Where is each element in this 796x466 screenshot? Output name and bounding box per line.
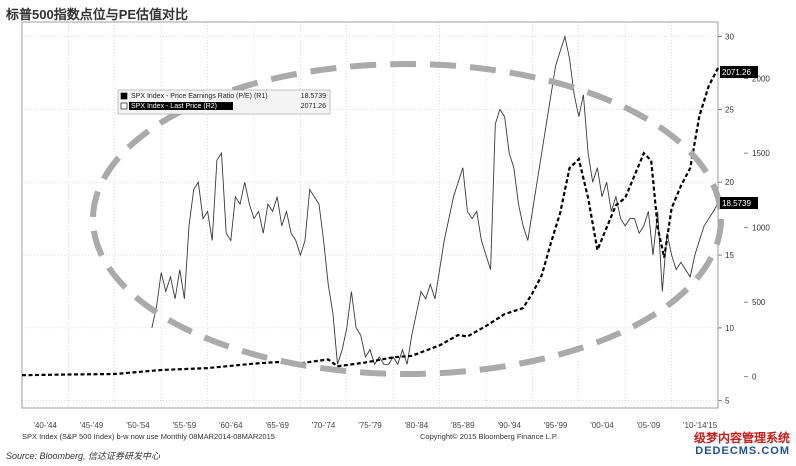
r1-tick-label: 5 (725, 397, 730, 406)
right-axis-r1: 5 10 15 20 25 30 (718, 33, 734, 406)
r1-tick-label: 25 (725, 105, 734, 114)
r2-tick-label: 500 (752, 298, 766, 307)
chart-title: 标普500指数点位与PE估值对比 (6, 7, 189, 22)
x-tick-label: '60-'64 (219, 421, 243, 430)
r1-tick-label: 15 (725, 251, 734, 260)
pe-end-label: 18.5739 (720, 196, 758, 209)
end-labels: 2071.26 18.5739 (720, 66, 758, 209)
price-end-label: 2071.26 (720, 66, 758, 79)
x-tick-label: '45-'49 (80, 421, 104, 430)
chart-canvas: '40-'44 '45-'49 '50-'54 '55-'59 '60-'64 '65-'… (21, 21, 770, 430)
price-end-label-bg (720, 66, 758, 79)
x-tick-label: '10-'14 (683, 421, 707, 430)
chart-legend: SPX Index - Price Earnings Ratio (P/E) (… (117, 89, 331, 115)
r2-tick-label: 1500 (752, 149, 770, 158)
x-tick-label: '70-'74 (312, 421, 336, 430)
x-tick-label: '90-'94 (497, 421, 521, 430)
r1-tick-label: 10 (725, 324, 734, 333)
price-series-line (21, 67, 719, 377)
legend-value: 2071.26 (301, 103, 326, 110)
footer-copyright: Copyright© 2015 Bloomberg Finance L.P. (420, 432, 558, 441)
legend-label: SPX Index - Last Price (R2) (131, 103, 217, 110)
legend-value: 18.5739 (301, 93, 326, 100)
r2-tick-label: 1000 (752, 224, 770, 233)
r1-tick-label: 20 (725, 178, 734, 187)
x-tick-label: '05-'09 (637, 421, 661, 430)
price-end-label-text: 2071.26 (722, 68, 751, 77)
pe-end-label-text: 18.5739 (722, 199, 751, 208)
legend-swatch (120, 102, 128, 110)
x-tick-label: '80-'84 (405, 421, 429, 430)
r1-tick-label: 30 (725, 33, 734, 42)
watermark-line2: DEDECMS.COM (695, 445, 790, 457)
x-tick-label: '50-'54 (126, 421, 150, 430)
x-tick-label: '75-'79 (358, 421, 382, 430)
legend-swatch (120, 92, 128, 100)
pe-series-line (151, 34, 719, 366)
x-tick-label: '15 (707, 421, 718, 430)
watermark: 级梦内容管理系统 DEDECMS.COM (694, 432, 790, 458)
r2-tick-label: 0 (752, 373, 757, 382)
legend-highlight (129, 102, 233, 110)
x-tick-label: '85-'89 (451, 421, 475, 430)
pe-end-label-bg (720, 196, 758, 209)
right-axis-r2: 0 500 1000 1500 2000 (744, 75, 770, 382)
x-tick-label: '00-'04 (590, 421, 614, 430)
r2-tick-label: 2000 (752, 75, 770, 84)
footer-left: SPX Index (S&P 500 Index) b-w now use Mo… (22, 432, 275, 441)
x-tick-label: '55-'59 (173, 421, 197, 430)
x-tick-label: '65-'69 (265, 421, 289, 430)
series-layer (21, 34, 719, 377)
source-note: Source: Bloomberg, 信达证券研发中心 (6, 451, 161, 461)
watermark-line1: 级梦内容管理系统 (693, 431, 790, 445)
x-axis-ticks: '40-'44 '45-'49 '50-'54 '55-'59 '60-'64 '65-'… (33, 421, 717, 430)
x-tick-label: '40-'44 (33, 421, 57, 430)
highlight-ellipse (90, 61, 724, 377)
plot-frame (21, 21, 719, 409)
x-tick-label: '95-'99 (544, 421, 568, 430)
legend-label: SPX Index - Price Earnings Ratio (P/E) (… (131, 93, 268, 100)
